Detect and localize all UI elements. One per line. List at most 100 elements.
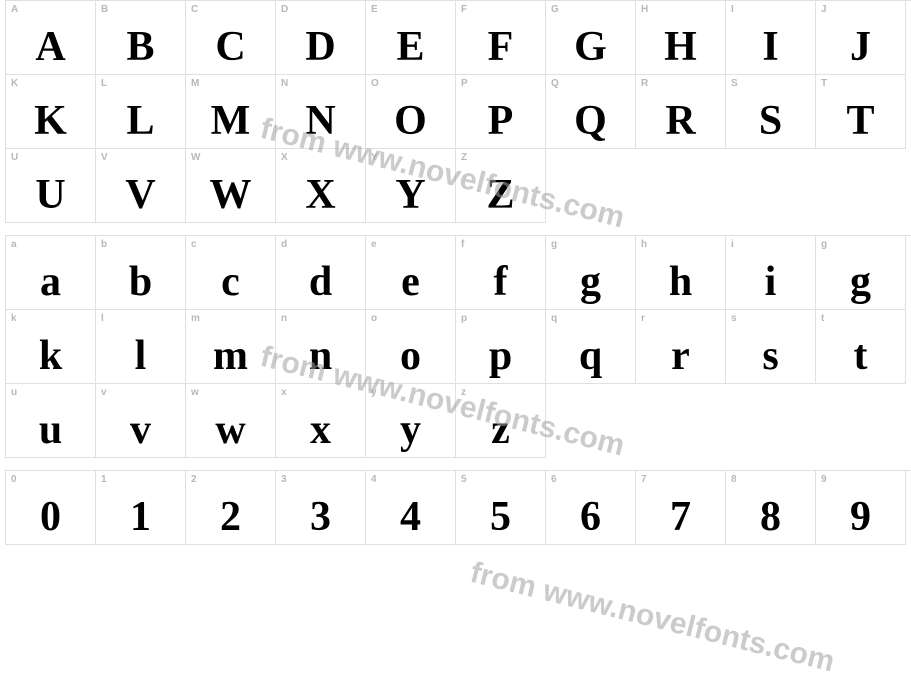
cell-glyph: 5 — [456, 496, 545, 538]
charmap-cell: YY — [366, 149, 456, 223]
cell-label: 8 — [731, 474, 737, 485]
cell-glyph: n — [276, 335, 365, 377]
cell-glyph: w — [186, 409, 275, 451]
cell-label: A — [11, 4, 18, 15]
cell-label: 3 — [281, 474, 287, 485]
cell-glyph: V — [96, 174, 185, 216]
charmap-cell: GG — [546, 1, 636, 75]
charmap-cell: gg — [816, 236, 906, 310]
cell-glyph: A — [6, 26, 95, 68]
cell-glyph: a — [6, 261, 95, 303]
charmap-section-lowercase: aabbccddeeffgghhiiggkkllmmnnooppqqrrsstt… — [5, 235, 911, 458]
cell-label: Y — [371, 152, 378, 163]
charmap-cell: qq — [546, 310, 636, 384]
charmap-cell: 33 — [276, 471, 366, 545]
cell-label: c — [191, 239, 197, 250]
charmap-cell: kk — [6, 310, 96, 384]
charmap-cell: WW — [186, 149, 276, 223]
cell-glyph: X — [276, 174, 365, 216]
cell-glyph: 3 — [276, 496, 365, 538]
cell-label: I — [731, 4, 734, 15]
charmap-cell: ss — [726, 310, 816, 384]
charmap-cell: ii — [726, 236, 816, 310]
cell-label: u — [11, 387, 17, 398]
charmap-cell: oo — [366, 310, 456, 384]
charmap-cell: LL — [96, 75, 186, 149]
section-spacer — [0, 223, 911, 235]
charmap-cell: rr — [636, 310, 726, 384]
cell-glyph: K — [6, 100, 95, 142]
cell-label: O — [371, 78, 379, 89]
charmap-cell: 77 — [636, 471, 726, 545]
cell-glyph: T — [816, 100, 905, 142]
cell-glyph: C — [186, 26, 275, 68]
cell-label: Z — [461, 152, 467, 163]
cell-glyph: 6 — [546, 496, 635, 538]
cell-glyph: B — [96, 26, 185, 68]
charmap-cell: UU — [6, 149, 96, 223]
cell-label: a — [11, 239, 17, 250]
cell-label: N — [281, 78, 288, 89]
charmap-cell: DD — [276, 1, 366, 75]
charmap-cell: 88 — [726, 471, 816, 545]
cell-glyph: W — [186, 174, 275, 216]
cell-glyph: G — [546, 26, 635, 68]
cell-label: i — [731, 239, 734, 250]
cell-glyph: q — [546, 335, 635, 377]
cell-label: z — [461, 387, 466, 398]
cell-label: p — [461, 313, 467, 324]
charmap-cell: HH — [636, 1, 726, 75]
cell-label: m — [191, 313, 200, 324]
cell-label: S — [731, 78, 738, 89]
cell-label: L — [101, 78, 107, 89]
cell-glyph: c — [186, 261, 275, 303]
charmap-cell: OO — [366, 75, 456, 149]
cell-glyph: x — [276, 409, 365, 451]
charmap-cell: gg — [546, 236, 636, 310]
charmap-cell: ll — [96, 310, 186, 384]
cell-glyph: P — [456, 100, 545, 142]
cell-glyph: e — [366, 261, 455, 303]
cell-glyph: v — [96, 409, 185, 451]
cell-label: T — [821, 78, 827, 89]
cell-glyph: i — [726, 261, 815, 303]
cell-label: R — [641, 78, 648, 89]
cell-label: E — [371, 4, 378, 15]
charmap-cell: JJ — [816, 1, 906, 75]
cell-glyph: y — [366, 409, 455, 451]
charmap-cell: 55 — [456, 471, 546, 545]
charmap-cell: vv — [96, 384, 186, 458]
charmap-cell: 00 — [6, 471, 96, 545]
cell-glyph: D — [276, 26, 365, 68]
charmap-cell: AA — [6, 1, 96, 75]
cell-label: f — [461, 239, 464, 250]
cell-label: H — [641, 4, 648, 15]
cell-label: s — [731, 313, 737, 324]
cell-glyph: g — [546, 261, 635, 303]
cell-glyph: Y — [366, 174, 455, 216]
charmap-cell: QQ — [546, 75, 636, 149]
cell-label: r — [641, 313, 645, 324]
watermark-text: from www.novelfonts.com — [467, 556, 838, 679]
cell-label: G — [551, 4, 559, 15]
charmap-cell: FF — [456, 1, 546, 75]
cell-label: U — [11, 152, 18, 163]
cell-label: n — [281, 313, 287, 324]
cell-glyph: g — [816, 261, 905, 303]
cell-label: 5 — [461, 474, 467, 485]
charmap-cell: dd — [276, 236, 366, 310]
cell-label: B — [101, 4, 108, 15]
charmap-cell: KK — [6, 75, 96, 149]
cell-label: 1 — [101, 474, 107, 485]
cell-label: F — [461, 4, 467, 15]
cell-label: w — [191, 387, 199, 398]
charmap-cell: ff — [456, 236, 546, 310]
charmap-cell: 99 — [816, 471, 906, 545]
cell-glyph: k — [6, 335, 95, 377]
cell-label: 6 — [551, 474, 557, 485]
cell-label: Q — [551, 78, 559, 89]
charmap-cell: SS — [726, 75, 816, 149]
cell-glyph: l — [96, 335, 185, 377]
cell-label: W — [191, 152, 200, 163]
cell-glyph: L — [96, 100, 185, 142]
